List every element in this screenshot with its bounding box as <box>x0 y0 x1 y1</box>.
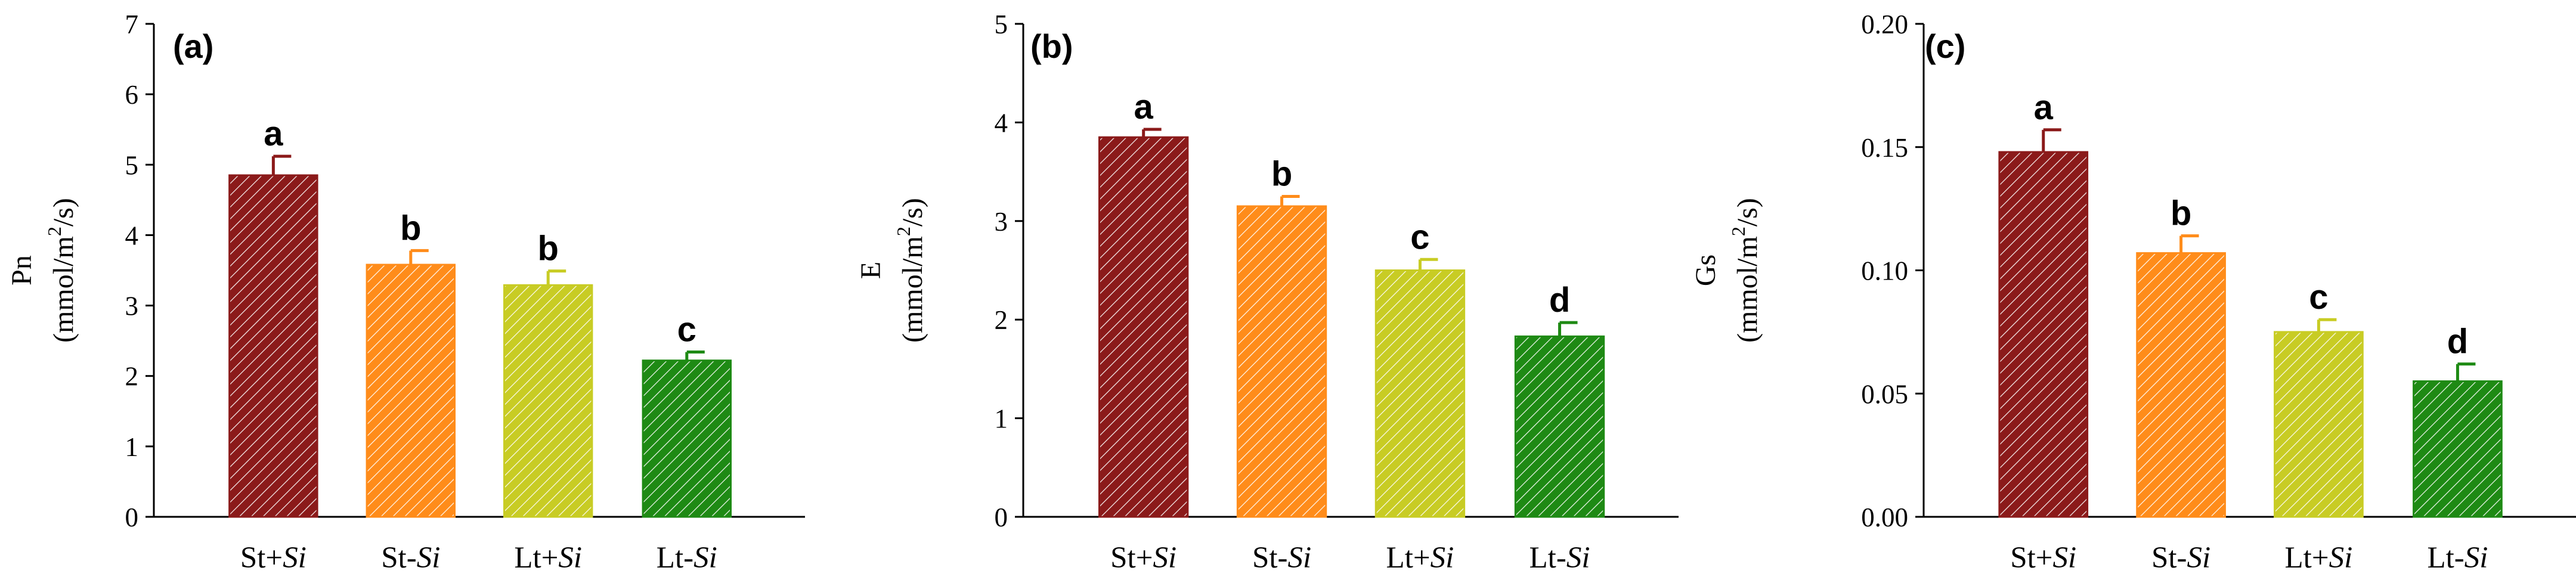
bar <box>1374 269 1466 518</box>
chart-panel-3: 0.00 0.05 0.10 0.15 0.20 Gs (mmol/m2/s) (c) a St+… <box>1690 10 2576 575</box>
significance-label: d <box>2447 322 2468 361</box>
y-axis-unit-label: (mmol/m2/s) <box>44 198 79 343</box>
significance-label: b <box>400 209 421 247</box>
significance-label: a <box>2034 88 2054 127</box>
y-tick-label: 7 <box>125 10 139 39</box>
y-tick-label: 0.05 <box>1861 379 1908 409</box>
x-tick-label: Lt-Si <box>657 541 717 575</box>
y-tick-label: 0 <box>125 503 139 532</box>
bar <box>1236 205 1327 518</box>
bar <box>1514 335 1605 518</box>
x-tick-label: Lt+Si <box>1386 541 1454 575</box>
y-axis-unit-label: (mmol/m2/s) <box>893 198 928 343</box>
significance-label: d <box>1549 281 1570 320</box>
x-tick-label: St+Si <box>240 541 306 575</box>
y-tick-label: 0.15 <box>1861 133 1908 163</box>
chart-panel-2: 0 1 2 3 4 5 E (mmol/m2/s) (b) a St+Si b St-Si c Lt+Si d… <box>855 10 1679 575</box>
panel-label: (b) <box>1030 27 1073 65</box>
y-tick-label: 4 <box>995 108 1008 138</box>
x-tick-label: St-Si <box>2151 541 2210 575</box>
y-tick-label: 5 <box>125 150 139 180</box>
bar <box>2413 380 2503 518</box>
x-tick-label: St+Si <box>1110 541 1176 575</box>
bar <box>2136 252 2226 518</box>
panel-label: (c) <box>1925 27 1965 65</box>
y-tick-label: 5 <box>995 10 1008 39</box>
bar <box>366 263 456 518</box>
y-tick-label: 0.10 <box>1861 256 1908 286</box>
x-tick-label: Lt-Si <box>1530 541 1590 575</box>
significance-label: b <box>1271 154 1292 193</box>
x-tick-label: St+Si <box>2010 541 2076 575</box>
y-tick-label: 0.00 <box>1861 503 1908 532</box>
significance-label: c <box>677 311 696 349</box>
y-tick-label: 3 <box>125 292 139 321</box>
bar <box>2274 331 2364 518</box>
bar <box>1098 136 1189 518</box>
bar <box>228 174 318 518</box>
bar <box>1998 151 2089 518</box>
y-tick-label: 2 <box>995 305 1008 335</box>
y-tick-label: 1 <box>995 404 1008 434</box>
y-axis-label: Pn <box>6 255 38 286</box>
x-tick-label: St-Si <box>1252 541 1311 575</box>
significance-label: c <box>1410 218 1429 256</box>
chart-panel-1: 0 1 2 3 4 5 6 7 Pn (mmol/m2/s) (a) a St+Si b St-Si b Lt+… <box>6 10 805 575</box>
y-axis-label: Gs <box>1690 255 1722 286</box>
x-tick-label: St-Si <box>381 541 440 575</box>
significance-label: c <box>2309 278 2328 317</box>
significance-label: b <box>537 230 558 268</box>
panel-label: (a) <box>173 27 213 65</box>
y-tick-label: 1 <box>125 432 139 462</box>
y-tick-label: 2 <box>125 362 139 392</box>
significance-label: a <box>264 114 283 153</box>
bar <box>503 284 593 518</box>
significance-label: b <box>2171 194 2191 233</box>
x-tick-label: Lt+Si <box>514 541 582 575</box>
y-axis-label: E <box>855 262 887 279</box>
bar <box>642 359 732 518</box>
x-tick-label: Lt+Si <box>2285 541 2353 575</box>
y-axis-unit-label: (mmol/m2/s) <box>1727 198 1763 343</box>
y-tick-label: 0 <box>995 503 1008 532</box>
significance-label: a <box>1134 88 1154 126</box>
x-tick-label: Lt-Si <box>2427 541 2488 575</box>
y-tick-label: 3 <box>995 207 1008 237</box>
y-tick-label: 4 <box>125 221 139 250</box>
y-tick-label: 0.20 <box>1861 10 1908 39</box>
y-tick-label: 6 <box>125 80 139 110</box>
